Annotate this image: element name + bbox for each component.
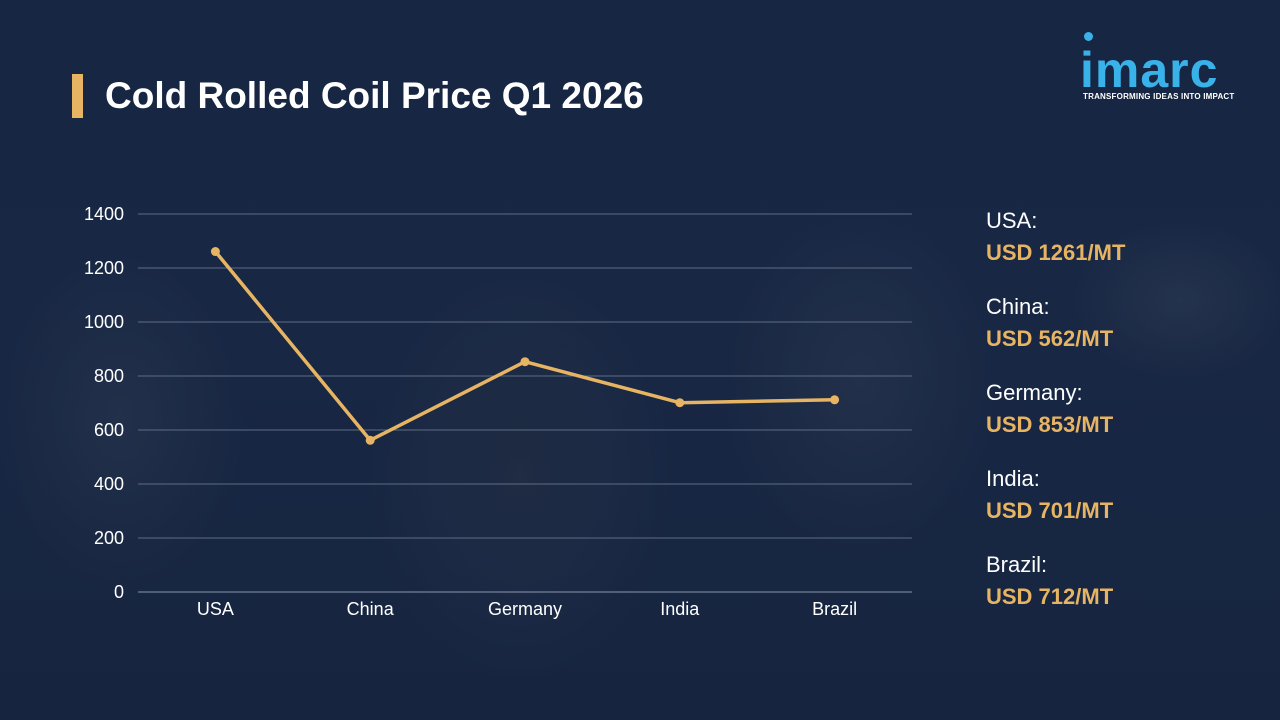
x-tick-label-germany: Germany — [488, 599, 562, 619]
y-tick-label-1000: 1000 — [84, 312, 124, 332]
data-point-china — [365, 435, 375, 445]
summary-item: Germany: USD 853/MT — [986, 377, 1266, 441]
y-tick-label-800: 800 — [94, 366, 124, 386]
summary-country: Brazil: — [986, 552, 1048, 577]
summary-country: China: — [986, 294, 1050, 319]
page-title: Cold Rolled Coil Price Q1 2026 — [105, 75, 644, 116]
y-tick-label-1200: 1200 — [84, 258, 124, 278]
summary-price: USD 1261/MT — [986, 240, 1126, 265]
x-tick-label-brazil: Brazil — [812, 599, 857, 619]
summary-item: Brazil: USD 712/MT — [986, 549, 1266, 613]
summary-price: USD 701/MT — [986, 498, 1114, 523]
data-point-germany — [520, 357, 530, 367]
title-accent-bar — [72, 74, 83, 118]
data-point-india — [675, 398, 685, 408]
summary-country: Germany: — [986, 380, 1083, 405]
line-chart: 0 200 400 600 800 1000 1200 1400 USA China Germany… — [84, 204, 912, 619]
x-tick-label-usa: USA — [197, 599, 234, 619]
summary-price: USD 562/MT — [986, 326, 1114, 351]
data-point-usa — [210, 247, 220, 257]
data-point-brazil — [830, 395, 840, 405]
summary-item: India: USD 701/MT — [986, 463, 1266, 527]
logo-tagline: TRANSFORMING IDEAS INTO IMPACT — [1083, 92, 1235, 101]
series-line-0 — [214, 250, 835, 443]
y-tick-label-200: 200 — [94, 528, 124, 548]
y-tick-label-400: 400 — [94, 474, 124, 494]
summary-item: China: USD 562/MT — [986, 291, 1266, 355]
y-tick-label-600: 600 — [94, 420, 124, 440]
logo-dot-icon — [1084, 32, 1093, 41]
imarc-logo: imarc TRANSFORMING IDEAS INTO IMPACT — [1080, 30, 1250, 105]
logo-wordmark: imarc — [1080, 42, 1219, 98]
y-tick-label-1400: 1400 — [84, 204, 124, 224]
price-summary: USA: USD 1261/MT China: USD 562/MT Germany: U… — [986, 205, 1266, 635]
x-tick-label-india: India — [660, 599, 700, 619]
x-tick-label-china: China — [347, 599, 395, 619]
summary-country: USA: — [986, 208, 1038, 233]
summary-price: USD 853/MT — [986, 412, 1114, 437]
summary-country: India: — [986, 466, 1040, 491]
y-tick-label-0: 0 — [114, 582, 124, 602]
summary-price: USD 712/MT — [986, 584, 1114, 609]
summary-item: USA: USD 1261/MT — [986, 205, 1266, 269]
